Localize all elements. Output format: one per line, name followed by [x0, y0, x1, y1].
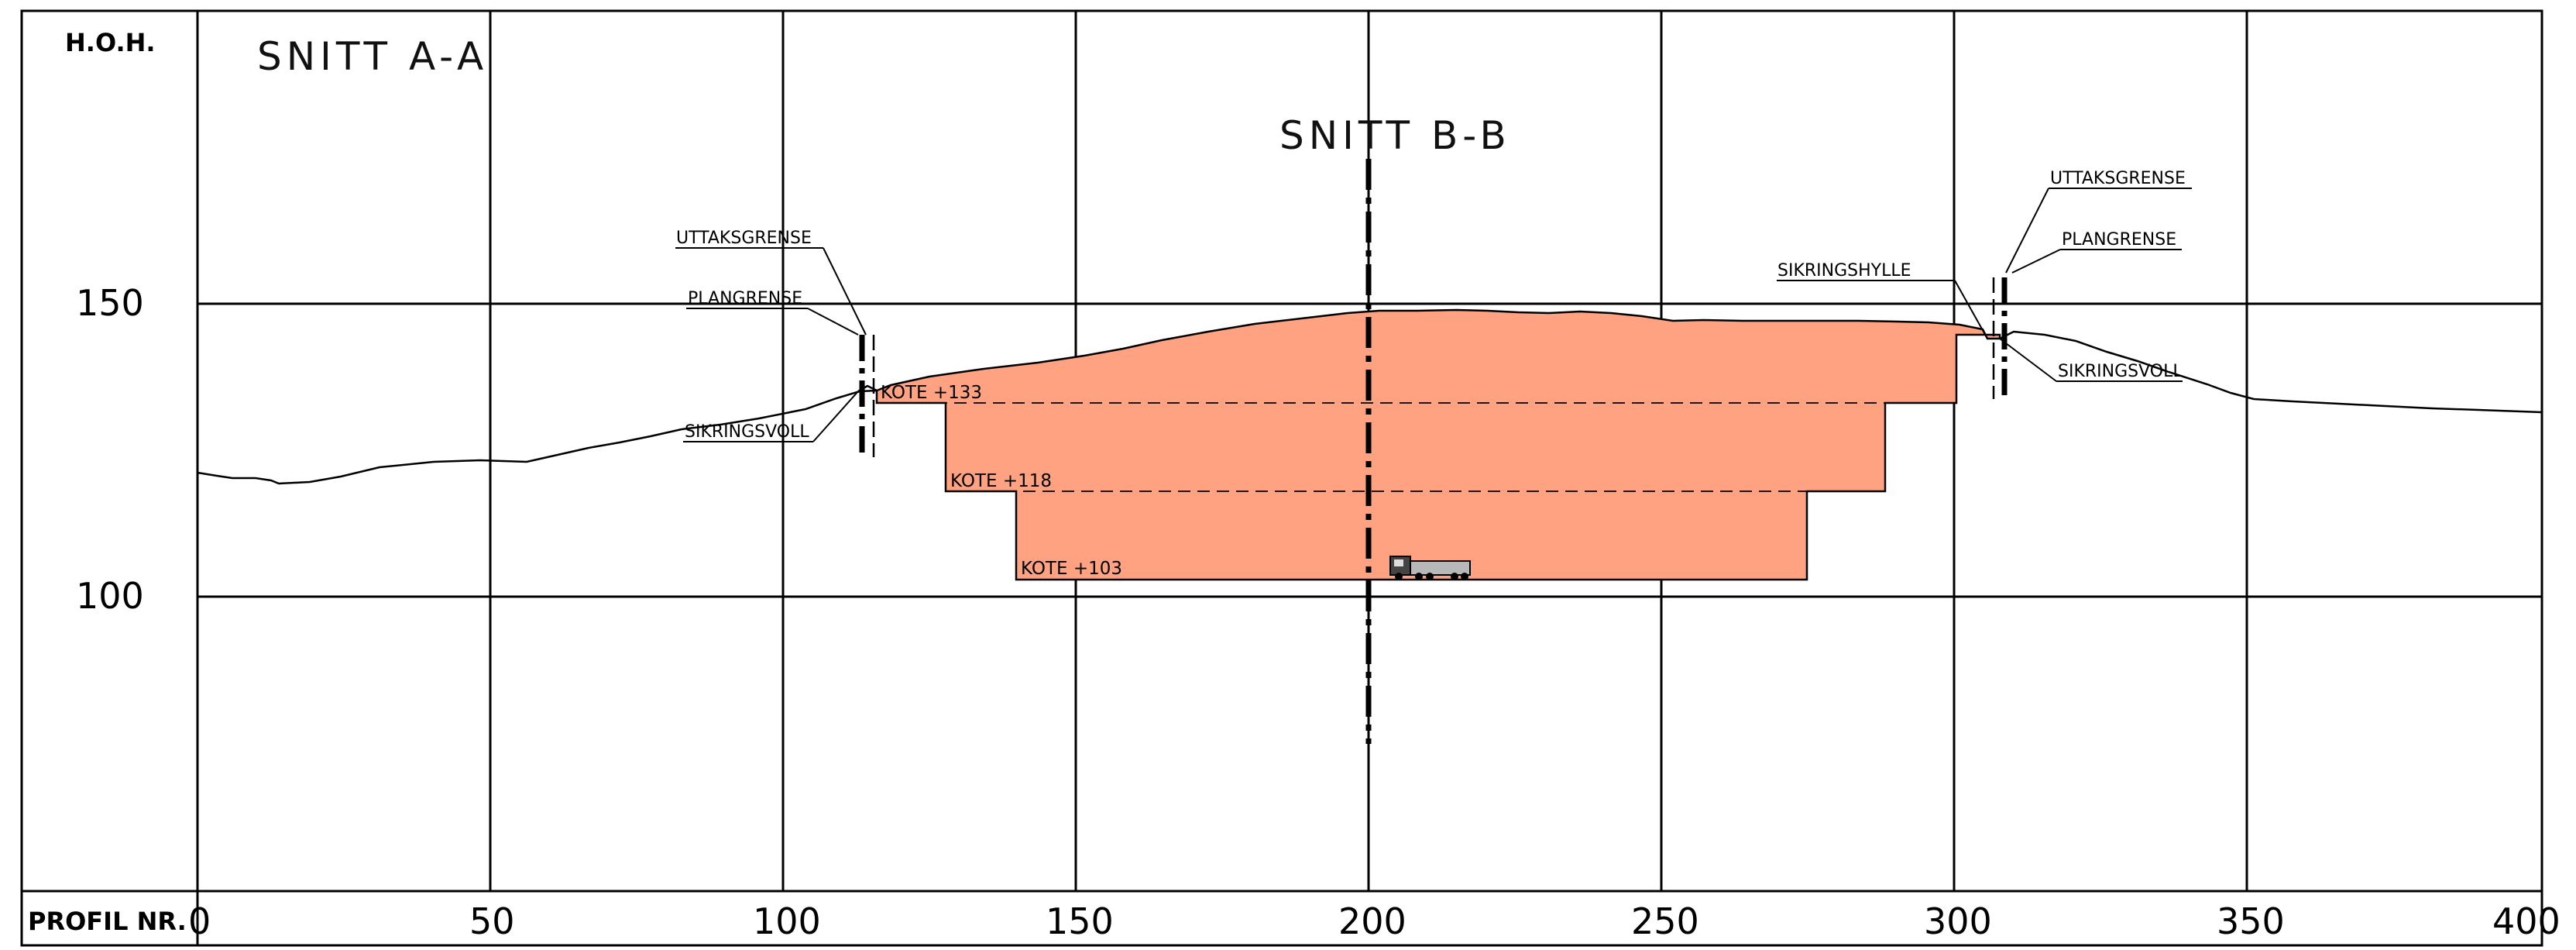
left-plangrense-label: PLANGRENSE: [688, 289, 802, 308]
profile-tick-50: 50: [469, 900, 515, 942]
profile-tick-0: 0: [188, 900, 211, 942]
right-uttaksgrense-label: UTTAKSGRENSE: [2050, 169, 2186, 188]
excavation-area: [875, 308, 2001, 581]
profile-tick-400: 400: [2492, 900, 2561, 942]
drawing-frame: [20, 9, 2543, 947]
profile-header: PROFIL NR.: [28, 907, 187, 936]
level-label-133: KOTE +133: [881, 383, 982, 403]
profile-tick-100: 100: [753, 900, 821, 942]
elevation-header: H.O.H.: [65, 28, 156, 57]
level-lines: [877, 402, 1956, 492]
left-boundary-markers: [857, 335, 878, 457]
right-sikringshylle-label: SIKRINGSHYLLE: [1777, 261, 1911, 281]
profile-tick-350: 350: [2217, 900, 2285, 942]
profile-tick-150: 150: [1046, 900, 1114, 942]
section-a-title: SNITT A-A: [257, 34, 488, 79]
level-label-103: KOTE +103: [1021, 559, 1122, 579]
right-plangrense-label: PLANGRENSE: [2062, 230, 2176, 250]
left-sikringsvoll-label: SIKRINGSVOLL: [685, 422, 809, 442]
profile-tick-250: 250: [1631, 900, 1699, 942]
annotation-leaders: [675, 188, 2192, 442]
terrain-profile-line-right: [1999, 330, 2543, 414]
profile-tick-300: 300: [1924, 900, 1992, 942]
right-sikringsvoll-label: SIKRINGSVOLL: [2058, 362, 2183, 381]
elevation-tick-100: 100: [76, 575, 144, 617]
dump-truck-icon: [1389, 556, 1471, 580]
terrain-profile-line: [197, 389, 878, 485]
right-boundary-markers: [1992, 277, 2008, 399]
level-label-118: KOTE +118: [950, 471, 1052, 491]
section-b-title: SNITT B-B: [1279, 113, 1511, 158]
elevation-tick-150: 150: [76, 282, 144, 324]
profile-tick-200: 200: [1338, 900, 1406, 942]
left-uttaksgrense-label: UTTAKSGRENSE: [676, 229, 812, 248]
